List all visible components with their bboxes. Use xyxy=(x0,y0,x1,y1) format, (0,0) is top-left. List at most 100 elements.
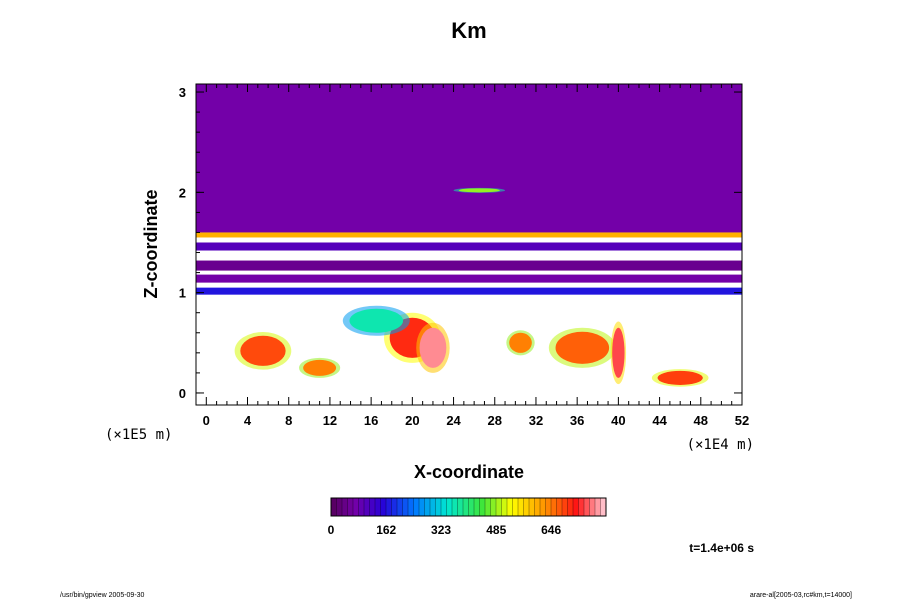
field-blob-core xyxy=(458,188,500,193)
colorbar-cell xyxy=(573,498,579,516)
field-blob-core xyxy=(303,359,337,376)
field-blob-core xyxy=(612,327,625,378)
y-axis-label: Z-coordinate xyxy=(141,189,161,298)
colorbar-cell xyxy=(507,498,513,516)
colorbar-cell xyxy=(562,498,568,516)
colorbar-cell xyxy=(567,498,574,516)
field-blob-core xyxy=(657,370,703,385)
x-tick-label: 28 xyxy=(488,413,502,428)
colorbar-cell xyxy=(589,498,596,516)
x-tick-label: 32 xyxy=(529,413,543,428)
colorbar-cell xyxy=(397,498,403,516)
plot-frame xyxy=(195,83,743,406)
colorbar-cell xyxy=(402,498,409,516)
field-layer-band-c xyxy=(196,274,742,283)
colorbar-cell xyxy=(578,498,585,516)
colorbar-cell xyxy=(364,498,370,516)
colorbar-cell xyxy=(600,498,607,516)
colorbar-cell xyxy=(468,498,475,516)
colorbar-cell xyxy=(584,498,590,516)
colorbar-frame xyxy=(330,497,607,517)
x-axis-label: X-coordinate xyxy=(414,462,524,482)
colorbar-tick-label: 162 xyxy=(376,523,396,537)
colorbar-cell xyxy=(474,498,480,516)
field-blob-core xyxy=(555,331,610,364)
colorbar-cell xyxy=(518,498,524,516)
y-axis-ticks: 0 1 2 3 xyxy=(179,85,742,401)
x-axis-unit: (×1E4 m) xyxy=(687,437,754,453)
colorbar-cell xyxy=(408,498,414,516)
colorbar-cell xyxy=(375,498,381,516)
colorbar-cell xyxy=(545,498,552,516)
footer-left: /usr/bin/gpview 2005-09-30 xyxy=(60,592,145,599)
colorbar-cell xyxy=(485,498,491,516)
colorbar-cell xyxy=(534,498,541,516)
field-blob-core xyxy=(240,335,286,366)
colorbar-tick-label: 646 xyxy=(541,523,561,537)
colorbar-cell xyxy=(413,498,420,516)
field-layer-upper xyxy=(196,84,742,233)
x-tick-label: 52 xyxy=(735,413,749,428)
colorbar-cell xyxy=(424,498,431,516)
colorbar-cell xyxy=(490,498,497,516)
y-tick-label: 3 xyxy=(179,85,186,100)
chart-title: Km xyxy=(451,18,486,43)
field-layer-transition-band xyxy=(196,232,742,238)
colorbar-cell xyxy=(556,498,563,516)
colorbar-cell xyxy=(457,498,464,516)
colorbar-tick-label: 485 xyxy=(486,523,506,537)
x-tick-label: 16 xyxy=(364,413,378,428)
colorbar-tick-label: 323 xyxy=(431,523,451,537)
field-layer-band-a xyxy=(196,242,742,251)
x-tick-label: 40 xyxy=(611,413,625,428)
x-tick-label: 48 xyxy=(694,413,708,428)
field-blob-core xyxy=(509,332,532,353)
colorbar-cell xyxy=(435,498,442,516)
y-axis-unit: (×1E5 m) xyxy=(105,427,172,443)
x-axis-ticks: 0 4 8 12 16 20 24 28 32 36 40 44 48 52 xyxy=(195,84,749,428)
colorbar-cell xyxy=(331,498,337,516)
colorbar-cell xyxy=(523,498,530,516)
colorbar-cell xyxy=(496,498,502,516)
colorbar-cell xyxy=(391,498,398,516)
time-label: t=1.4e+06 s xyxy=(689,541,754,555)
colorbar-cell xyxy=(479,498,486,516)
colorbar-cell xyxy=(336,498,343,516)
colorbar-cell xyxy=(430,498,436,516)
colorbar-cell xyxy=(419,498,425,516)
colorbar-cell xyxy=(529,498,535,516)
x-tick-label: 44 xyxy=(652,413,667,428)
x-tick-label: 8 xyxy=(285,413,292,428)
field-blob-core xyxy=(419,327,447,368)
colorbar-cell xyxy=(551,498,557,516)
y-tick-label: 1 xyxy=(179,286,186,301)
field-image xyxy=(196,84,742,405)
y-tick-label: 2 xyxy=(179,185,186,200)
colorbar-cell xyxy=(463,498,469,516)
colorbar-cell xyxy=(380,498,387,516)
field-layer-band-b xyxy=(196,260,742,271)
colorbar-cell xyxy=(358,498,365,516)
x-tick-label: 0 xyxy=(203,413,210,428)
colorbar-ticks: 0 162 323 485 646 xyxy=(328,523,562,537)
field-blob-core xyxy=(349,308,404,333)
colorbar-cell xyxy=(540,498,546,516)
colorbar-tick-label: 0 xyxy=(328,523,335,537)
x-tick-label: 4 xyxy=(244,413,252,428)
field-layer-band-d xyxy=(196,287,742,295)
colorbar-cell xyxy=(342,498,348,516)
colorbar-cell xyxy=(595,498,601,516)
colorbar-cell xyxy=(353,498,359,516)
y-tick-label: 0 xyxy=(179,386,186,401)
x-tick-label: 20 xyxy=(405,413,419,428)
colorbar-cell xyxy=(501,498,508,516)
colorbar-cell xyxy=(452,498,458,516)
colorbar-cell xyxy=(446,498,453,516)
x-tick-label: 24 xyxy=(446,413,461,428)
colorbar-cell xyxy=(512,498,519,516)
colorbar-cell xyxy=(441,498,447,516)
colorbar xyxy=(330,498,607,516)
colorbar-cell xyxy=(369,498,376,516)
x-tick-label: 12 xyxy=(323,413,337,428)
